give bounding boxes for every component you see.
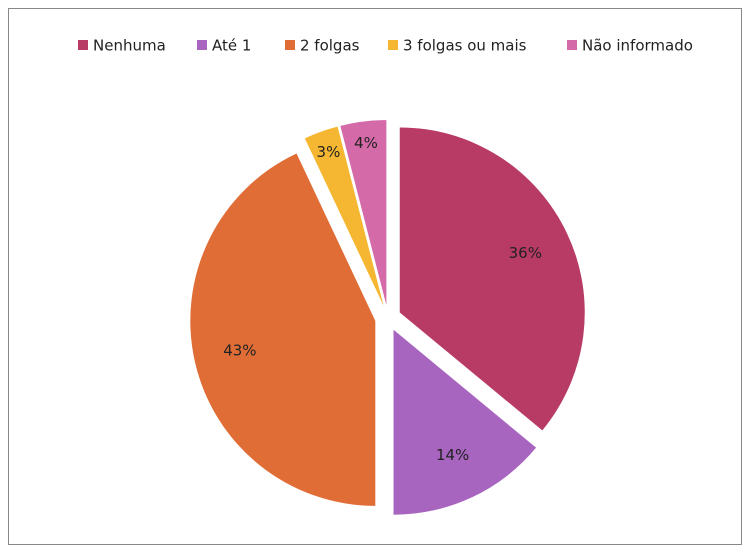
legend-label: Nenhuma [93, 37, 166, 55]
legend-swatch [388, 40, 398, 50]
legend-swatch [197, 40, 207, 50]
data-label: 4% [354, 134, 378, 152]
legend-label: 2 folgas [300, 37, 360, 55]
data-label: 43% [223, 342, 256, 360]
pie-slice [399, 127, 585, 431]
legend-label: Não informado [582, 37, 693, 55]
pie-slice [393, 329, 537, 515]
legend-label: 3 folgas ou mais [403, 37, 527, 55]
pie-slice [340, 120, 387, 306]
legend-label: Até 1 [212, 37, 251, 55]
legend-swatch [567, 40, 577, 50]
legend-swatch [285, 40, 295, 50]
data-label: 14% [436, 446, 469, 464]
legend-swatch [78, 40, 88, 50]
pie-slice [304, 126, 384, 306]
data-label: 3% [317, 143, 341, 161]
data-label: 36% [509, 244, 542, 262]
pie-slice [190, 153, 376, 506]
